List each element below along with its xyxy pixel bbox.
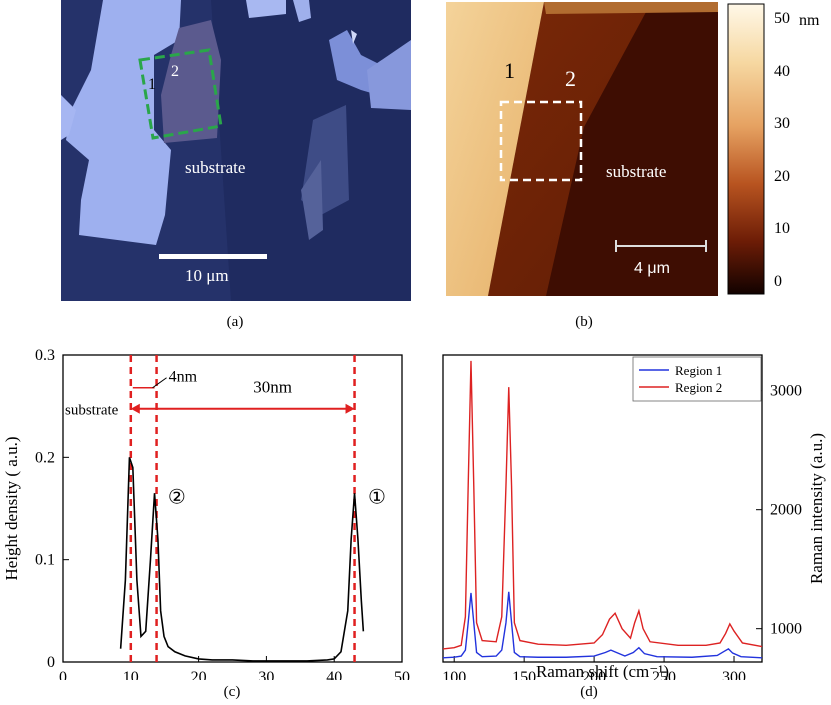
colorbar-unit: nm xyxy=(799,12,820,29)
selection-box xyxy=(138,48,223,140)
y-tick-label: 0.1 xyxy=(35,552,55,569)
afm-region-2 xyxy=(488,2,718,296)
legend-box xyxy=(632,356,762,402)
caption-a: (a) xyxy=(226,314,244,330)
colorbar-tick-label: 10 xyxy=(774,220,790,238)
caption-c: (c) xyxy=(223,684,241,700)
flake-region-1 xyxy=(66,0,181,245)
afm-region-2-label: 2 xyxy=(565,66,576,91)
y-tick-label: 0.3 xyxy=(35,347,55,364)
region-1-label: 1 xyxy=(148,76,156,93)
x-tick-label: 40 xyxy=(326,669,342,680)
raman-series-line xyxy=(442,360,763,650)
peak-1-marker: ① xyxy=(368,486,386,508)
x-tick-label: 50 xyxy=(394,669,410,680)
substrate-label: substrate xyxy=(185,158,246,177)
gap-leader xyxy=(152,377,167,389)
span-label: 30nm xyxy=(253,378,292,397)
gap-label: 4nm xyxy=(169,369,198,386)
x-tick-label: 100 xyxy=(442,669,466,680)
span-arrow-head-right xyxy=(345,403,355,414)
x-axis-label: Raman shift (cm⁻¹) xyxy=(536,662,669,680)
x-tick-label: 150 xyxy=(512,669,536,680)
plot-frame xyxy=(442,354,763,663)
colorbar-tick-label: 20 xyxy=(774,167,790,185)
scale-bar xyxy=(159,254,267,259)
colorbar-tick-label: 40 xyxy=(774,62,790,80)
y-tick-label: 2000 xyxy=(770,502,802,519)
legend-label: Region 1 xyxy=(675,363,722,378)
panel-a-optical-image: 1 2 substrate 10 μm xyxy=(61,0,411,301)
afm-scale-bar-label: 4 μm xyxy=(634,260,670,277)
y-tick-label: 3000 xyxy=(770,383,802,400)
scale-bar-label: 10 μm xyxy=(185,266,229,285)
plot-frame xyxy=(62,354,403,663)
height-density-line xyxy=(119,457,365,662)
substrate-annotation: substrate xyxy=(65,403,119,419)
panel-b-afm-image: 1 2 substrate 4 μm xyxy=(446,2,718,296)
afm-region-1 xyxy=(446,2,544,296)
region-2-label: 2 xyxy=(171,63,179,80)
afm-selection-box xyxy=(499,100,583,182)
x-tick-label: 0 xyxy=(59,669,67,680)
caption-d: (d) xyxy=(580,684,598,700)
x-tick-label: 20 xyxy=(191,669,207,680)
colorbar-tick-label: 50 xyxy=(774,10,790,27)
afm-image-canvas xyxy=(446,2,718,296)
x-tick-label: 300 xyxy=(722,669,746,680)
span-arrow-head-left xyxy=(130,403,140,414)
legend-label: Region 2 xyxy=(675,380,722,395)
peak-2-marker: ② xyxy=(168,486,186,508)
optical-image-canvas xyxy=(61,0,411,301)
y-axis-label: Height density ( a.u.) xyxy=(2,437,21,581)
afm-substrate-label: substrate xyxy=(606,162,667,181)
y-tick-label: 0.2 xyxy=(35,449,55,466)
colorbar-tick-label: 30 xyxy=(774,115,790,133)
raman-series-line xyxy=(442,591,763,659)
colorbar-tick-label: 0 xyxy=(774,273,782,290)
panel-d-raman-chart: 100 150 200 250 300 1000 2000 3000 Raman shift (… xyxy=(420,340,831,686)
caption-b: (b) xyxy=(575,314,593,330)
colorbar xyxy=(727,3,767,295)
y-axis-label: Raman intensity (a.u.) xyxy=(807,433,826,584)
x-tick-label: 10 xyxy=(123,669,139,680)
y-tick-label: 1000 xyxy=(770,621,802,638)
y-tick-label: 0 xyxy=(47,654,55,671)
afm-region-1-label: 1 xyxy=(504,58,515,83)
x-tick-label: 30 xyxy=(258,669,274,680)
